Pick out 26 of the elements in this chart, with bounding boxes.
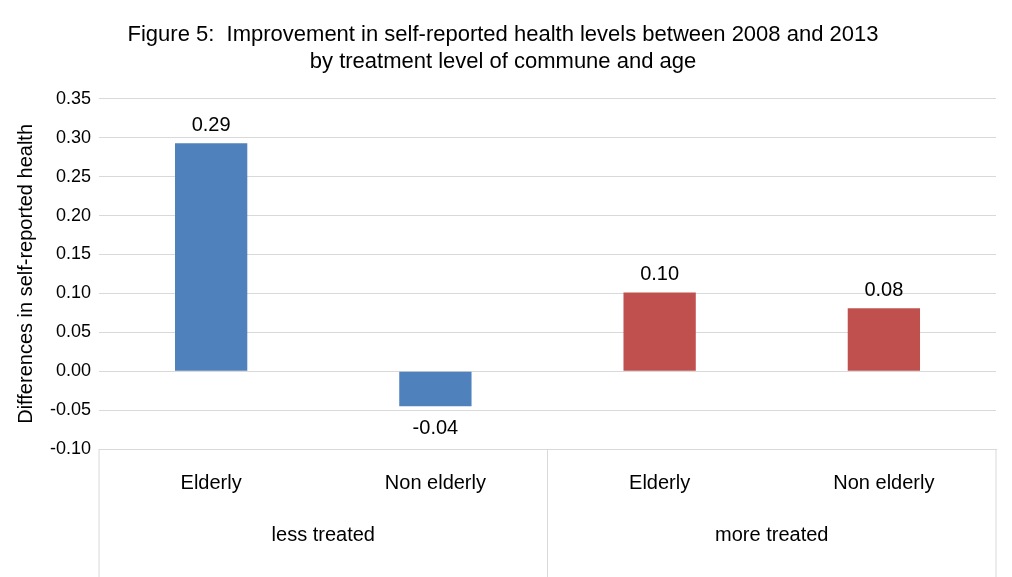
y-tick-label: -0.10 xyxy=(50,437,92,458)
bar xyxy=(623,292,696,371)
y-tick-label: 0.20 xyxy=(55,204,92,225)
y-axis-title: Differences in self-reported health xyxy=(13,124,36,424)
text: less treated xyxy=(271,522,375,545)
data-label: -0.04 xyxy=(412,415,459,438)
y-tick-label: 0.25 xyxy=(55,165,92,186)
y-tick-label: 0.05 xyxy=(55,321,92,342)
data-label: 0.10 xyxy=(640,262,680,285)
chart-title: Figure 5: Improvement in self-reported health levels between 2008 and 2013 by treatment level of commune and age xyxy=(127,21,879,73)
y-tick-label: 0.15 xyxy=(55,243,92,264)
y-tick-label: 0.10 xyxy=(55,282,92,303)
x-tick-label: Elderly xyxy=(180,470,242,493)
y-tick-label: 0.00 xyxy=(55,360,92,381)
bar xyxy=(175,143,248,371)
y-tick-label: 0.35 xyxy=(55,87,92,108)
y-tick-label: 0.30 xyxy=(55,126,92,147)
data-label: 0.29 xyxy=(191,112,231,135)
bar xyxy=(847,308,921,371)
y-tick-label: -0.05 xyxy=(50,399,92,420)
bar xyxy=(399,371,472,407)
x-tick-label: Non elderly xyxy=(833,470,935,493)
data-label: 0.08 xyxy=(864,277,904,300)
text: more treated xyxy=(715,522,829,545)
x-tick-label: Non elderly xyxy=(384,470,486,493)
x-tick-label: Elderly xyxy=(629,470,691,493)
